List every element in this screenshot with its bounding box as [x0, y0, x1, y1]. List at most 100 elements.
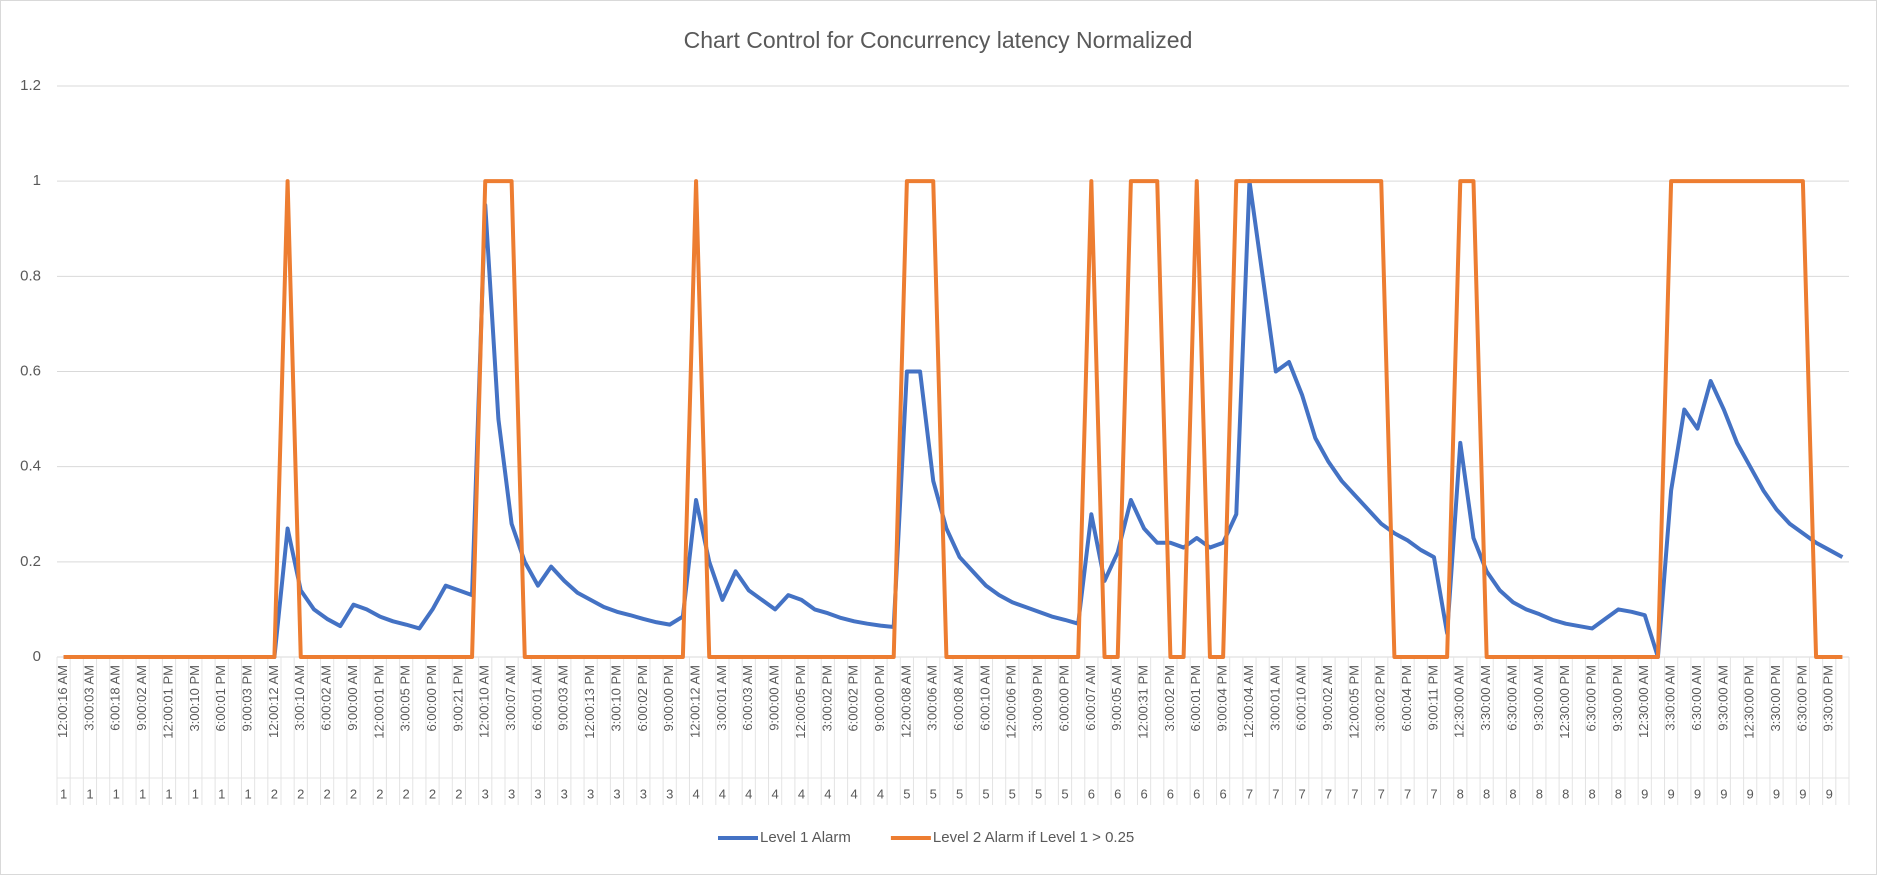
x-group-label: 7: [1351, 786, 1358, 801]
x-group-label: 2: [403, 786, 410, 801]
x-group-label: 7: [1299, 786, 1306, 801]
x-group-label: 8: [1536, 786, 1543, 801]
y-tick-label: 1: [33, 172, 41, 189]
x-group-label: 5: [982, 786, 989, 801]
x-group-label: 9: [1720, 786, 1727, 801]
x-group-label: 3: [587, 786, 594, 801]
x-group-label: 6: [1193, 786, 1200, 801]
x-tick-label: 6:00:03 AM: [740, 665, 755, 731]
x-group-label: 7: [1246, 786, 1253, 801]
x-group-label: 2: [376, 786, 383, 801]
x-tick-label: 3:30:00 AM: [1478, 665, 1493, 731]
x-group-label: 3: [508, 786, 515, 801]
x-group-label: 4: [719, 786, 726, 801]
x-tick-label: 9:00:04 PM: [1215, 665, 1230, 732]
x-group-label: 2: [271, 786, 278, 801]
x-tick-label: 12:30:00 AM: [1452, 665, 1467, 738]
x-group-label: 4: [824, 786, 831, 801]
x-tick-label: 6:30:00 PM: [1794, 665, 1809, 732]
x-group-label: 9: [1747, 786, 1754, 801]
x-tick-label: 9:00:00 PM: [661, 665, 676, 732]
x-tick-label: 12:00:16 AM: [55, 665, 70, 738]
x-tick-label: 6:00:10 AM: [977, 665, 992, 731]
x-tick-label: 6:00:02 PM: [846, 665, 861, 732]
x-group-label: 2: [429, 786, 436, 801]
x-group-label: 3: [666, 786, 673, 801]
y-tick-label: 0.8: [20, 267, 41, 284]
x-tick-label: 9:30:00 PM: [1821, 665, 1836, 732]
x-tick-label: 9:00:00 PM: [872, 665, 887, 732]
x-tick-label: 6:00:08 AM: [951, 665, 966, 731]
x-group-label: 1: [192, 786, 199, 801]
x-tick-label: 3:30:00 AM: [1663, 665, 1678, 731]
x-group-label: 7: [1404, 786, 1411, 801]
x-tick-label: 3:00:10 PM: [187, 665, 202, 732]
x-group-label: 6: [1167, 786, 1174, 801]
x-tick-label: 3:00:07 AM: [503, 665, 518, 731]
x-tick-label: 6:00:02 AM: [319, 665, 334, 731]
y-tick-label: 0.2: [20, 553, 41, 570]
series-line: [63, 179, 1844, 659]
x-tick-label: 6:00:01 PM: [1188, 665, 1203, 732]
x-tick-label: 12:00:12 AM: [266, 665, 281, 738]
x-group-label: 5: [1061, 786, 1068, 801]
x-tick-label: 12:00:01 PM: [160, 665, 175, 739]
x-tick-label: 6:00:10 AM: [1294, 665, 1309, 731]
x-group-label: 1: [244, 786, 251, 801]
x-group-label: 7: [1378, 786, 1385, 801]
x-tick-label: 3:00:03 AM: [81, 665, 96, 731]
x-tick-label: 6:30:00 AM: [1504, 665, 1519, 731]
x-group-label: 9: [1826, 786, 1833, 801]
x-group-label: 4: [877, 786, 884, 801]
x-group-label: 1: [60, 786, 67, 801]
x-group-label: 9: [1668, 786, 1675, 801]
x-group-label: 6: [1220, 786, 1227, 801]
x-group-label: 2: [455, 786, 462, 801]
x-group-label: 2: [297, 786, 304, 801]
x-tick-label: 3:00:10 AM: [292, 665, 307, 731]
x-tick-label: 3:00:01 AM: [1267, 665, 1282, 731]
x-group-label: 8: [1562, 786, 1569, 801]
x-group-label: 2: [324, 786, 331, 801]
x-group-label: 6: [1140, 786, 1147, 801]
x-group-label: 2: [350, 786, 357, 801]
x-group-label: 8: [1588, 786, 1595, 801]
x-tick-label: 12:00:05 PM: [793, 665, 808, 739]
x-group-label: 1: [139, 786, 146, 801]
y-tick-label: 0.6: [20, 362, 41, 379]
x-group-label: 5: [930, 786, 937, 801]
x-group-label: 9: [1799, 786, 1806, 801]
x-tick-label: 12:30:00 PM: [1742, 665, 1757, 739]
x-group-label: 3: [482, 786, 489, 801]
x-group-label: 6: [1088, 786, 1095, 801]
x-group-label: 7: [1430, 786, 1437, 801]
x-group-label: 1: [113, 786, 120, 801]
x-group-label: 5: [1035, 786, 1042, 801]
legend-label: Level 2 Alarm if Level 1 > 0.25: [933, 829, 1134, 846]
x-tick-label: 6:30:00 AM: [1689, 665, 1704, 731]
x-group-label: 1: [218, 786, 225, 801]
series-line: [63, 179, 1843, 659]
x-group-label: 3: [534, 786, 541, 801]
x-group-label: 5: [1009, 786, 1016, 801]
x-group-label: 8: [1483, 786, 1490, 801]
x-tick-label: 3:00:05 PM: [398, 665, 413, 732]
x-tick-label: 12:00:06 PM: [1004, 665, 1019, 739]
x-group-label: 8: [1615, 786, 1622, 801]
y-tick-label: 1.2: [20, 77, 41, 94]
x-tick-label: 6:00:00 PM: [424, 665, 439, 732]
chart-title: Chart Control for Concurrency latency No…: [684, 27, 1193, 53]
x-group-label: 3: [613, 786, 620, 801]
x-group-label: 8: [1509, 786, 1516, 801]
x-tick-label: 3:00:01 AM: [714, 665, 729, 731]
x-tick-label: 6:00:02 PM: [635, 665, 650, 732]
x-tick-label: 12:00:01 PM: [371, 665, 386, 739]
x-tick-label: 9:00:11 PM: [1425, 665, 1440, 731]
x-tick-label: 9:00:00 AM: [767, 665, 782, 731]
x-tick-label: 9:00:21 PM: [450, 665, 465, 732]
x-group-label: 9: [1694, 786, 1701, 801]
y-tick-label: 0: [33, 648, 41, 665]
x-group-label: 4: [745, 786, 752, 801]
